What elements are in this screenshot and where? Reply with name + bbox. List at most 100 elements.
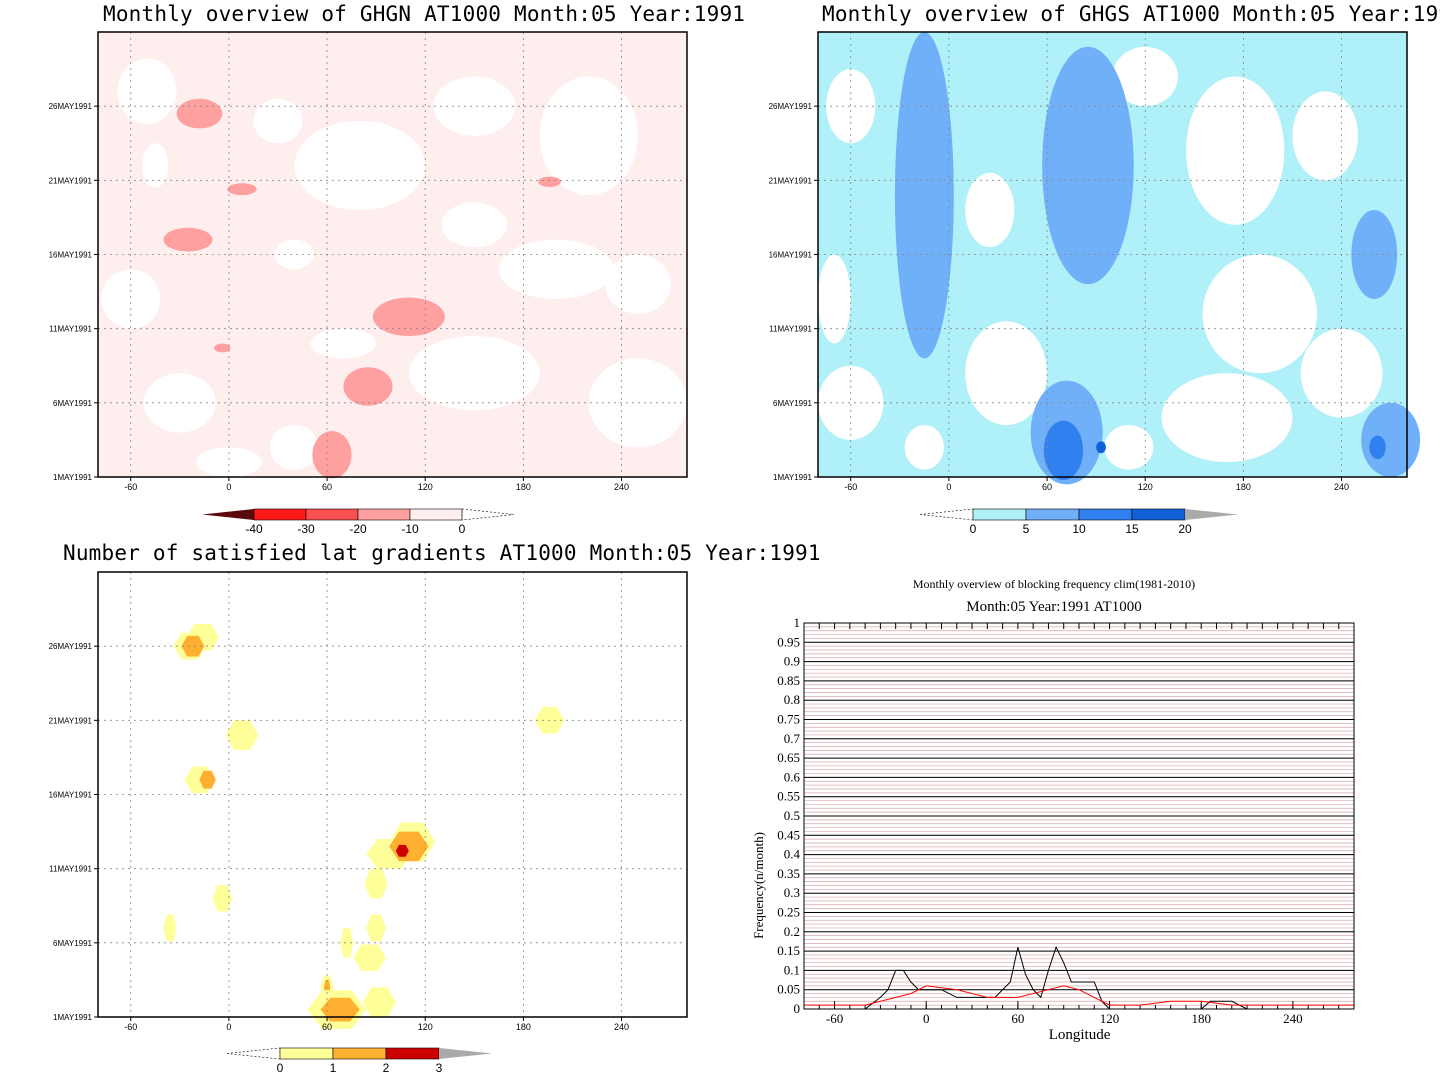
plot-frame (97, 31, 688, 478)
x-tick-label: 120 (418, 482, 433, 492)
y-tick-label: 0.65 (777, 750, 800, 765)
x-tick-label: 60 (322, 482, 332, 492)
plot-frame (817, 31, 1408, 478)
contour-region (818, 365, 884, 440)
y-tick-label: 0.95 (777, 634, 800, 649)
x-tick-label: 240 (1283, 1011, 1303, 1026)
y-tick-label: 0.35 (777, 866, 800, 881)
x-tick-label: -60 (124, 482, 137, 492)
contour-region (1292, 91, 1358, 181)
y-tick-label: 0.6 (784, 769, 801, 784)
y-tick-label: 0.25 (777, 905, 800, 920)
contour-region (1300, 328, 1383, 418)
x-tick-label: 240 (1334, 482, 1349, 492)
colorbar-swatch (332, 1047, 387, 1060)
y-tick-label: 6MAY1991 (53, 939, 93, 948)
plot-frame (97, 571, 688, 1018)
contour-region (538, 176, 562, 188)
y-tick-label: 0.9 (784, 654, 800, 669)
colorbar-swatch (279, 1047, 334, 1060)
colorbar-0: -40 -30 -20 -10 0 (202, 508, 515, 536)
colorbar-label: 5 (1023, 522, 1030, 536)
gradient-cell (366, 914, 386, 942)
contour-region (965, 321, 1048, 426)
x-tick-label: 180 (1191, 1011, 1211, 1026)
y-tick-label: 21MAY1991 (49, 716, 93, 725)
contour-region (1112, 46, 1178, 107)
contour-region (818, 254, 851, 344)
contour-region (1186, 76, 1285, 225)
contour-region (142, 143, 169, 188)
contour-region (143, 373, 216, 433)
colorbar-swatch (1131, 508, 1186, 521)
contour-region (312, 431, 352, 479)
contour-region (826, 69, 876, 144)
colorbar-label: 1 (330, 1061, 337, 1075)
contour-region (588, 358, 688, 448)
contour-region (269, 425, 319, 470)
y-tick-label: 0.55 (777, 789, 800, 804)
contour-region (1042, 46, 1134, 285)
colorbar-label: 10 (1072, 522, 1086, 536)
colorbar-label: -40 (245, 522, 263, 536)
contour-region (1351, 210, 1398, 299)
gradient-cell (181, 635, 205, 657)
contour-region (310, 328, 377, 359)
x-tick-label: 0 (946, 482, 951, 492)
colorbar-extend-right (461, 508, 515, 521)
x-tick-label: 180 (516, 1022, 531, 1032)
y-tick-label: 6MAY1991 (773, 399, 813, 408)
x-tick-label: -60 (844, 482, 857, 492)
plot-frame (803, 622, 1355, 1010)
y-tick-label: 11MAY1991 (769, 325, 812, 334)
y-tick-label: 6MAY1991 (53, 399, 93, 408)
contour-region (1161, 373, 1293, 463)
contour-region (117, 58, 177, 124)
gradient-cell (163, 914, 177, 942)
contour-region (1202, 254, 1318, 374)
colorbar-1: 0 5 10 15 20 (919, 508, 1238, 536)
x-tick-label: 120 (418, 1022, 433, 1032)
y-tick-label: 11MAY1991 (49, 865, 92, 874)
y-tick-label: 21MAY1991 (769, 176, 813, 185)
contour-region (441, 202, 508, 248)
heatmap-panel-1: -60 0 60 120 180 240 1MAY1991 6MAY1991 11MAY1991… (769, 31, 1421, 492)
colorbar-label: -10 (401, 522, 419, 536)
x-tick-label: -60 (124, 1022, 137, 1032)
gradient-cell (363, 987, 396, 1017)
x-tick-label: 0 (923, 1011, 930, 1026)
contour-region (894, 32, 954, 359)
colorbar-label: 0 (970, 522, 977, 536)
x-tick-label: 60 (1011, 1011, 1024, 1026)
y-tick-label: 26MAY1991 (49, 102, 93, 111)
x-tick-label: 120 (1100, 1011, 1120, 1026)
x-tick-label: 60 (322, 1022, 332, 1032)
y-tick-label: 26MAY1991 (769, 102, 813, 111)
colorbar-swatch (357, 508, 411, 521)
contour-region (1096, 441, 1106, 454)
y-tick-label: 0 (794, 1001, 801, 1016)
colorbar-label: -30 (297, 522, 315, 536)
colorbar-label: 3 (436, 1061, 443, 1075)
y-tick-label: 1MAY1991 (773, 473, 813, 482)
y-tick-label: 16MAY1991 (769, 251, 813, 260)
y-axis-label: Frequency(n/month) (751, 832, 766, 939)
heatmap-panel-2: -60 0 60 120 180 240 1MAY1991 6MAY1991 11MAY1991… (49, 571, 688, 1032)
y-tick-label: 16MAY1991 (49, 251, 93, 260)
contour-region (227, 183, 257, 196)
x-tick-label: 0 (226, 482, 231, 492)
y-tick-label: 1 (794, 615, 801, 630)
gradient-cell (340, 928, 354, 958)
contour-region (433, 76, 516, 136)
colorbar-swatch (409, 508, 463, 521)
y-tick-label: 0.85 (777, 673, 800, 688)
colorbar-extend-left (919, 508, 974, 521)
y-tick-label: 0.05 (777, 982, 800, 997)
contour-region (965, 172, 1015, 248)
y-tick-label: 0.1 (784, 962, 800, 977)
contour-region (294, 121, 426, 210)
colorbar-extend-left (202, 509, 254, 520)
colorbar-label: -20 (349, 522, 367, 536)
y-tick-label: 1MAY1991 (53, 1013, 93, 1022)
line-chart-title: Monthly overview of blocking frequency c… (913, 577, 1195, 591)
